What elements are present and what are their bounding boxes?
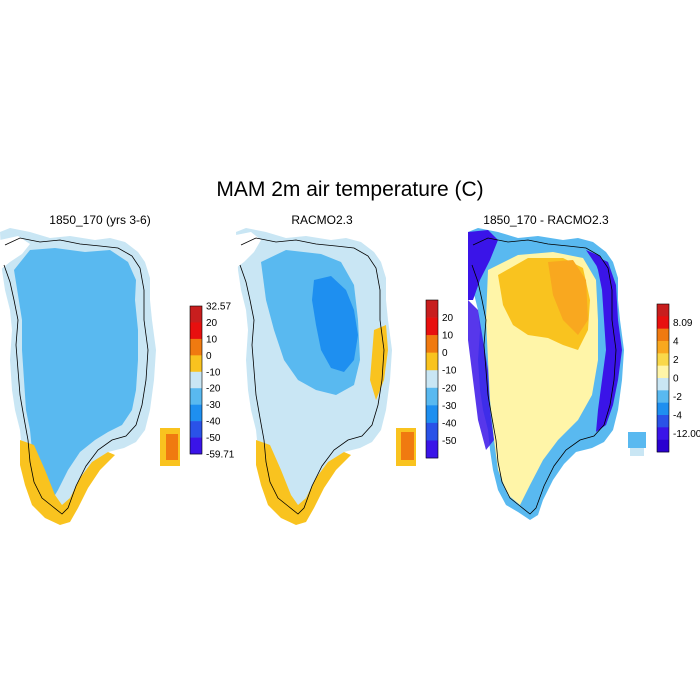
colorbar-tick-label: -20 [206,384,221,395]
colorbar-swatch [190,322,202,340]
panel-title-middle: RACMO2.3 [291,213,353,227]
colorbar-tick-label: 0 [206,351,212,362]
colorbar-swatch [190,404,202,422]
colorbar-swatch [426,300,438,318]
colorbar-tick-label: 32.57 [206,302,231,313]
panel-title-right: 1850_170 - RACMO2.3 [483,213,609,227]
colorbar-tick-label: -30 [442,401,457,412]
colorbar-tick-label: 4 [673,337,679,348]
colorbar-tick-label: -30 [206,400,221,411]
colorbar-swatch [426,387,438,406]
colorbar-swatch [190,437,202,455]
colorbar-swatch [190,306,202,323]
colorbar-tick-label: -10 [206,367,221,378]
colorbar-swatch [657,316,669,329]
colorbar-swatch [657,328,669,342]
colorbar-tick-label: 8.09 [673,318,693,329]
colorbar-tick-label: -50 [206,433,221,444]
colorbar-tick-label: -40 [206,417,221,428]
colorbar-swatch [657,365,669,379]
colorbar-tick-label: 2 [673,355,679,366]
colorbar-tick-label: -40 [442,418,457,429]
colorbar-tick-label: -2 [673,392,682,403]
colorbar-middle: 20 10 0 -10 -20 -30 -40 -50 [425,299,457,459]
colorbar-swatch [190,371,202,389]
colorbar-tick-label: 0 [673,374,679,385]
colorbar-swatch [657,304,669,317]
colorbar-tick-label: 10 [442,331,454,342]
colorbar-swatch [657,390,669,403]
colorbar-tick-label: 0 [442,348,448,359]
colorbar-tick-label: 10 [206,334,218,345]
colorbar-swatch [657,353,669,366]
map-right [468,228,646,520]
colorbar-swatch [426,440,438,459]
colorbar-swatch [657,439,669,453]
colorbar-right: 8.09 4 2 0 -2 -4 -12.003 [656,303,700,453]
colorbar-swatch [657,415,669,428]
panel-title-left: 1850_170 (yrs 3-6) [49,213,151,227]
colorbar-swatch [426,422,438,441]
map-middle [236,228,416,525]
colorbar-swatch [657,341,669,354]
colorbar-tick-label: -59.71 [206,450,235,461]
colorbar-swatch [426,405,438,424]
colorbar-swatch [190,338,202,356]
colorbar-tick-label: -4 [673,411,682,422]
colorbar-swatch [426,352,438,371]
colorbar-swatch [190,388,202,405]
colorbar-tick-label: 20 [442,313,454,324]
colorbar-swatch [426,317,438,336]
colorbar-left: 32.57 20 10 0 -10 -20 -30 -40 -50 -59.71 [189,302,235,461]
colorbar-swatch [426,370,438,389]
map-left [0,228,180,525]
colorbar-swatch [190,355,202,373]
figure-title: MAM 2m air temperature (C) [216,178,484,201]
island-right [628,432,646,448]
colorbar-swatch [657,427,669,440]
colorbar-swatch [426,335,438,353]
colorbar-swatch [190,421,202,438]
colorbar-swatch [657,402,669,416]
colorbar-tick-label: -10 [442,366,457,377]
colorbar-tick-label: -12.003 [673,429,700,440]
colorbar-tick-label: 20 [206,318,218,329]
colorbar-tick-label: -50 [442,436,457,447]
colorbar-swatch [657,378,669,391]
colorbar-tick-label: -20 [442,383,457,394]
